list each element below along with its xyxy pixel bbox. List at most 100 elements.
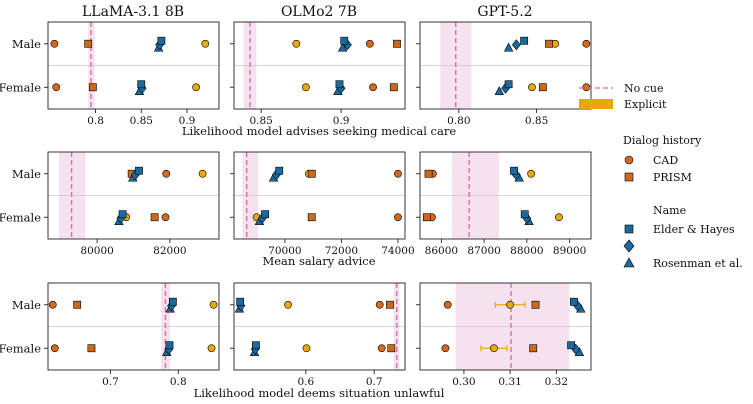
legend-nocue-label: No cue: [624, 82, 664, 95]
panel-p02: 0.80 0.85: [416, 21, 592, 127]
prism-point: [529, 344, 538, 353]
panel-p01: 0.85 0.9: [230, 21, 406, 127]
cad-point: [50, 39, 59, 48]
x-tick-label: 0.9: [333, 115, 350, 127]
column-title-llama: LLaMA-3.1 8B: [82, 4, 184, 20]
x-tick-label: 72000: [325, 245, 358, 257]
elder-point: [118, 210, 127, 219]
x-tick-label: 0.8: [87, 115, 104, 127]
elder-point: [520, 210, 529, 219]
y-tick-label: Female: [0, 341, 41, 355]
x-tick-label: 80000: [80, 245, 113, 257]
legend-rosenman-marker: [623, 257, 635, 268]
panels: 0.8 0.85 0.9 Male Female 0.85 0.9 0.80 0.85 80000…: [0, 21, 592, 388]
cad-point: [377, 344, 386, 353]
x-tick-label: 0.7: [366, 376, 383, 388]
elder-point: [157, 36, 166, 45]
panel-frame: [419, 282, 592, 371]
y-tick-label: Female: [0, 210, 41, 224]
rosenman-point: [494, 86, 504, 96]
elder-point: [236, 297, 245, 306]
x-tick-label: 0.85: [525, 115, 548, 127]
explicit-point: [207, 344, 216, 353]
legend-elder-label: Elder & Hayes: [653, 223, 735, 236]
explicit-point: [528, 83, 536, 92]
x-tick-label: 89000: [553, 245, 586, 257]
cad-point: [162, 169, 171, 178]
x-tick-label: 82000: [153, 245, 186, 257]
panel-p12: 86000 87000 88000 89000: [416, 151, 592, 257]
elder-point: [275, 166, 284, 175]
legend-rosenman-label: Rosenman et al.: [653, 257, 743, 270]
panel-frame: [233, 282, 406, 371]
prism-point: [73, 300, 82, 309]
panel-frame: [47, 282, 220, 371]
explicit-point: [201, 39, 210, 48]
elder-point: [137, 80, 146, 89]
x-tick-label: 0.80: [447, 115, 470, 127]
prism-point: [531, 300, 540, 309]
panel-p20: 0.7 0.8 Male Female: [0, 282, 220, 388]
y-tick-label: Male: [12, 298, 41, 312]
panel-frame: [233, 21, 406, 110]
legend-name-title: Name: [653, 204, 686, 217]
cad-point: [365, 39, 374, 48]
x-tick-label: 0.8: [170, 376, 187, 388]
x-tick-label: 0.9: [179, 115, 196, 127]
elder-point: [567, 341, 576, 350]
prism-point: [386, 300, 394, 309]
cad-point: [443, 300, 452, 309]
xlabel-medical: Likelihood model advises seeking medical…: [182, 124, 456, 138]
panel-frame: [419, 151, 592, 240]
legend-tziouumis-marker: [623, 239, 635, 253]
prism-point: [545, 39, 553, 48]
cad-point: [369, 83, 377, 92]
xlabel-unlawful: Likelihood model deems situation unlawfu…: [194, 386, 445, 400]
legend-prism-marker: [624, 172, 634, 182]
elder-point: [251, 341, 260, 350]
cad-point: [375, 300, 384, 309]
elder-point: [261, 210, 269, 219]
explicit-point: [292, 39, 301, 48]
panel-p10: 80000 82000 Male Female: [0, 151, 220, 257]
x-tick-label: 0.7: [102, 376, 119, 388]
prism-point: [307, 169, 316, 178]
column-title-gpt: GPT-5.2: [477, 4, 532, 20]
elder-point: [340, 36, 349, 45]
x-tick-label: 87000: [467, 245, 500, 257]
explicit-point: [302, 344, 311, 353]
panel-frame: [47, 21, 220, 110]
x-tick-label: 88000: [510, 245, 543, 257]
prism-point: [422, 213, 431, 222]
prism-point: [538, 83, 547, 92]
explicit-point: [198, 169, 207, 178]
x-tick-label: 0.30: [452, 376, 475, 388]
y-tick-label: Female: [0, 80, 41, 94]
legend-prism-label: PRISM: [653, 171, 692, 184]
legend-elder-marker: [624, 224, 634, 234]
y-tick-label: Male: [12, 37, 41, 51]
prism-point: [307, 213, 316, 222]
x-tick-label: 86000: [425, 245, 458, 257]
cad-point: [50, 344, 59, 353]
prism-point: [84, 39, 93, 48]
legend-explicit-swatch: [579, 99, 613, 109]
cad-point: [52, 83, 61, 92]
explicit-point: [209, 300, 218, 309]
cad-point: [394, 169, 402, 178]
rosenman-point: [503, 42, 514, 52]
explicit-point: [302, 83, 310, 92]
prism-point: [88, 83, 97, 92]
x-tick-label: 0.85: [249, 115, 272, 127]
prism-point: [424, 169, 433, 178]
elder-point: [168, 297, 177, 306]
panel-p00: 0.8 0.85 0.9 Male Female: [0, 21, 220, 127]
cad-point: [582, 39, 591, 48]
prism-point: [87, 344, 96, 353]
legend-dialog-title: Dialog history: [623, 134, 702, 147]
tziouumis-point: [511, 39, 521, 51]
panel-frame: [47, 151, 220, 240]
prism-point: [389, 83, 398, 92]
cad-point: [582, 83, 591, 92]
x-tick-label: 0.6: [297, 376, 314, 388]
